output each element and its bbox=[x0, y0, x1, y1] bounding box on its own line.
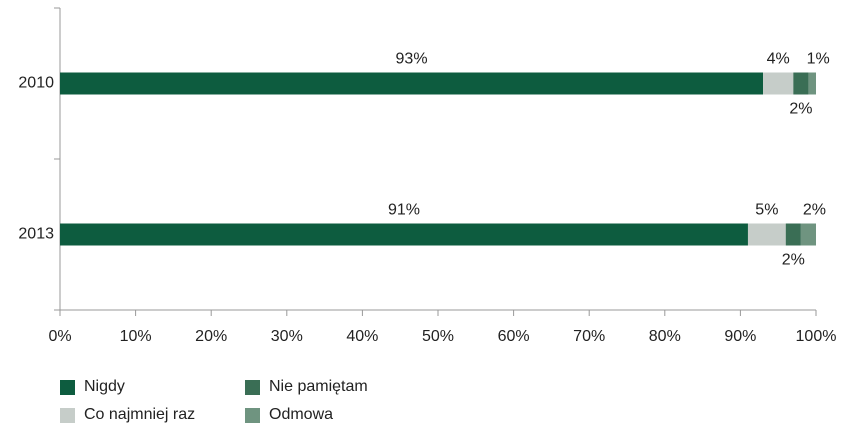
x-tick-label: 70% bbox=[573, 328, 605, 345]
x-tick-label: 90% bbox=[724, 328, 756, 345]
legend-label: Nie pamiętam bbox=[269, 378, 368, 395]
legend-swatch bbox=[245, 380, 260, 395]
legend-label: Odmowa bbox=[269, 406, 333, 423]
y-tick-label: 2010 bbox=[18, 75, 54, 92]
legend-swatch bbox=[245, 408, 260, 423]
legend-swatch bbox=[60, 380, 75, 395]
bar-segment bbox=[793, 72, 809, 95]
bar-segment bbox=[808, 72, 816, 95]
x-tick-label: 40% bbox=[346, 328, 378, 345]
bar-segment bbox=[60, 72, 764, 95]
x-tick-label: 0% bbox=[48, 328, 71, 345]
x-tick-label: 30% bbox=[271, 328, 303, 345]
bar-segment bbox=[800, 223, 816, 246]
y-tick-label: 2013 bbox=[18, 226, 54, 243]
legend-label: Nigdy bbox=[84, 378, 125, 395]
x-tick-label: 100% bbox=[796, 328, 837, 345]
data-label: 4% bbox=[767, 51, 790, 68]
data-label: 2% bbox=[782, 252, 805, 269]
x-tick-label: 50% bbox=[422, 328, 454, 345]
bar-segment bbox=[747, 223, 786, 246]
x-tick-label: 60% bbox=[498, 328, 530, 345]
legend-swatch bbox=[60, 408, 75, 423]
x-tick-label: 20% bbox=[195, 328, 227, 345]
data-label: 5% bbox=[755, 202, 778, 219]
data-label: 93% bbox=[396, 51, 428, 68]
data-label: 91% bbox=[388, 202, 420, 219]
bar-segment bbox=[763, 72, 794, 95]
x-tick-label: 80% bbox=[649, 328, 681, 345]
data-label: 2% bbox=[803, 202, 826, 219]
bar-segment bbox=[785, 223, 801, 246]
data-label: 1% bbox=[807, 51, 830, 68]
data-label: 2% bbox=[789, 101, 812, 118]
x-tick-label: 10% bbox=[120, 328, 152, 345]
bar-segment bbox=[60, 223, 748, 246]
legend-label: Co najmniej raz bbox=[84, 406, 195, 423]
